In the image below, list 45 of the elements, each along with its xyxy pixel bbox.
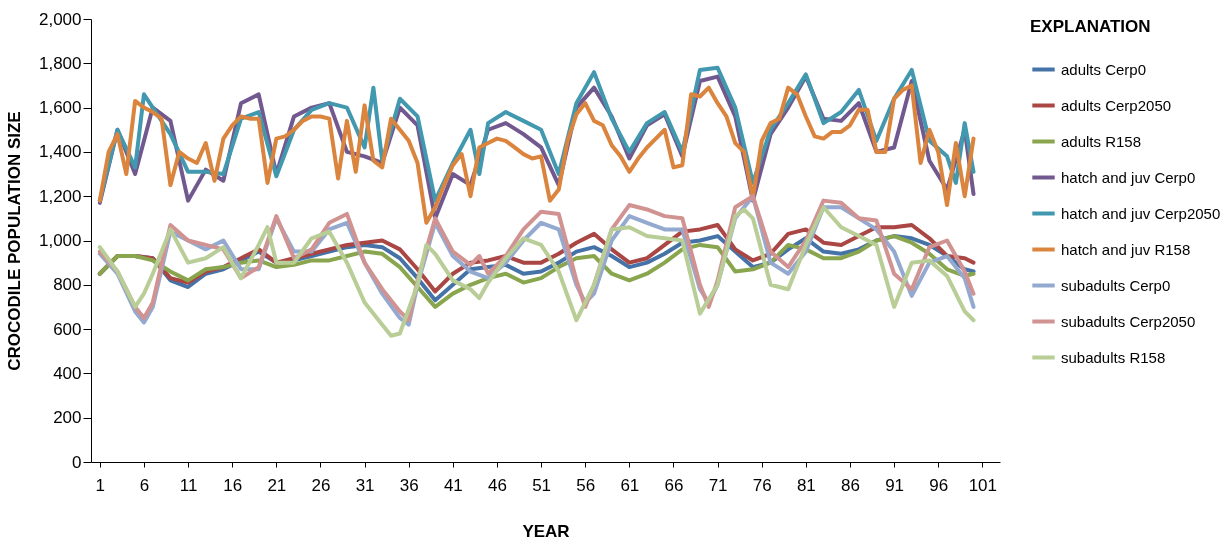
legend-label: adults R158 <box>1061 132 1142 150</box>
x-tick-label: 61 <box>620 475 640 495</box>
y-tick-label: 1,200 <box>38 186 82 206</box>
legend-title: EXPLANATION <box>1030 17 1151 36</box>
y-tick-label: 0 <box>72 452 82 472</box>
x-tick-label: 101 <box>968 475 998 495</box>
legend-label: adults Cerp2050 <box>1061 96 1172 114</box>
y-tick-label: 600 <box>53 319 82 339</box>
y-tick-label: 1,600 <box>38 98 82 118</box>
x-tick-label: 26 <box>311 475 331 495</box>
legend-label: subadults Cerp0 <box>1061 276 1171 294</box>
x-tick-label: 66 <box>664 475 684 495</box>
legend-label: hatch and juv R158 <box>1061 240 1191 258</box>
x-tick-label: 56 <box>576 475 596 495</box>
x-tick-label: 46 <box>488 475 507 495</box>
x-tick-label: 91 <box>885 475 905 495</box>
x-tick-label: 76 <box>752 475 772 495</box>
legend-label: hatch and juv Cerp0 <box>1061 168 1196 186</box>
line-series <box>97 205 976 338</box>
y-tick-label: 1,400 <box>38 142 82 162</box>
legend-label: adults Cerp0 <box>1061 60 1147 78</box>
y-axis-title: CROCODILE POPULATION SIZE <box>4 111 24 371</box>
y-tick-label: 800 <box>53 275 82 295</box>
x-tick-label: 11 <box>179 475 198 495</box>
x-tick-label: 36 <box>399 475 419 495</box>
x-tick-label: 51 <box>532 475 552 495</box>
legend-label: subadults R158 <box>1061 348 1166 366</box>
x-tick-label: 31 <box>355 475 375 495</box>
x-tick-label: 71 <box>708 475 728 495</box>
y-tick-label: 1,000 <box>38 231 82 250</box>
x-tick-label: 81 <box>796 475 816 495</box>
x-tick-label: 6 <box>139 475 150 495</box>
x-axis-title: YEAR <box>522 521 570 541</box>
y-tick-label: 400 <box>53 363 82 383</box>
legend-label: subadults Cerp2050 <box>1061 312 1196 330</box>
x-tick-label: 1 <box>95 475 106 495</box>
x-tick-label: 96 <box>929 475 949 495</box>
y-tick-label: 200 <box>53 408 82 428</box>
x-tick-label: 86 <box>841 475 860 495</box>
x-tick-label: 16 <box>223 475 243 495</box>
legend-label: hatch and juv Cerp2050 <box>1061 204 1221 222</box>
y-tick-label: 1,800 <box>38 53 82 73</box>
x-tick-label: 21 <box>267 475 287 495</box>
x-tick-label: 41 <box>443 475 463 495</box>
y-tick-label: 2,000 <box>38 9 82 29</box>
